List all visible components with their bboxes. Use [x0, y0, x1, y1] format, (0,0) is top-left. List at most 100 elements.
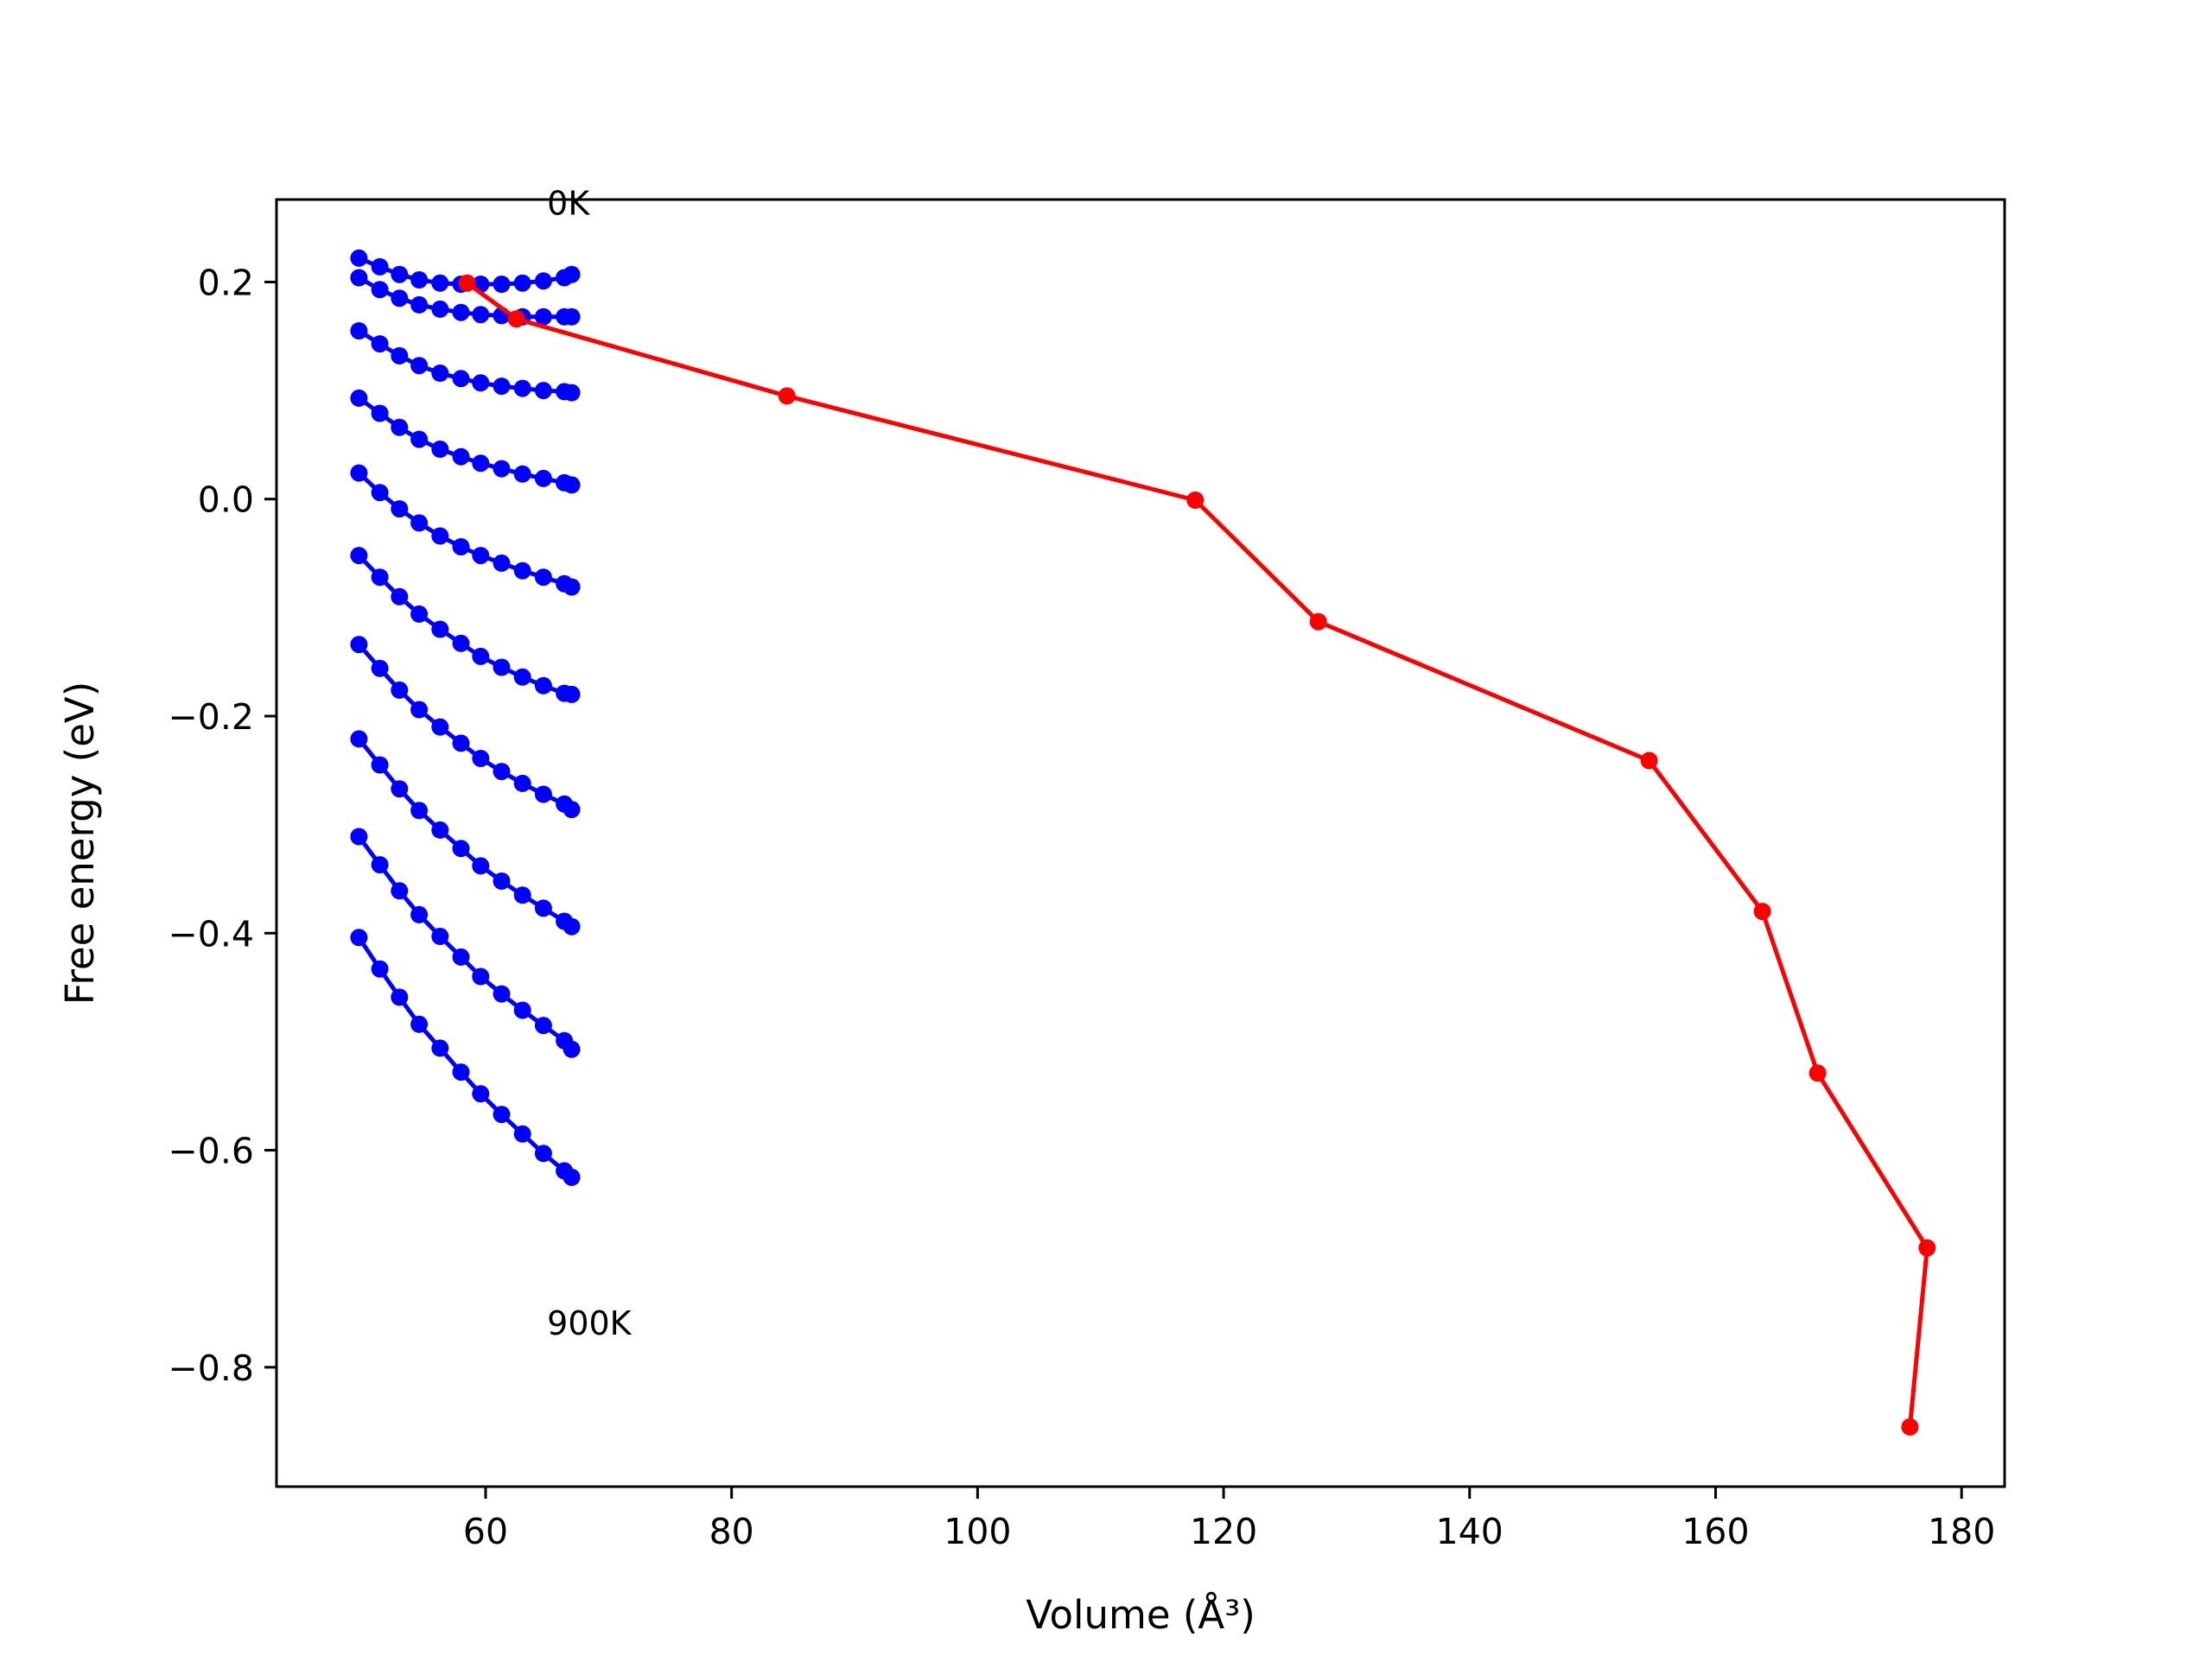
series-4-point: [431, 527, 449, 545]
series-1-point: [371, 281, 389, 299]
x-tick-label: 80: [709, 1511, 754, 1552]
series-10-point: [458, 274, 476, 292]
annotation-layer: 0K 900K: [547, 185, 632, 1343]
series-6-point: [391, 681, 409, 699]
series-7-point: [534, 899, 552, 917]
series-0-point: [410, 271, 429, 289]
series-1-point: [534, 308, 552, 326]
series-5-point: [493, 658, 511, 676]
series-0-point: [431, 274, 449, 292]
series-4-point: [472, 547, 490, 565]
series-2-point: [513, 379, 531, 397]
series-10-point: [1309, 612, 1327, 631]
series-10-point: [1753, 903, 1771, 921]
series-5-point: [431, 620, 449, 638]
series-9-point: [410, 1015, 429, 1033]
series-4-point: [452, 538, 470, 555]
series-2-point: [472, 374, 490, 392]
series-9-point: [513, 1125, 531, 1143]
series-10-point: [1901, 1418, 1919, 1436]
series-7-point: [563, 917, 581, 936]
series-7-point: [350, 730, 368, 748]
x-tick-label: 100: [944, 1511, 1011, 1552]
series-1-point: [563, 308, 581, 326]
series-2-point: [410, 357, 429, 375]
series-3-point: [534, 469, 552, 487]
series-7-point: [493, 872, 511, 890]
series-1-point: [391, 289, 409, 308]
y-tick-label: −0.4: [168, 913, 254, 955]
series-layer: [350, 249, 1936, 1436]
series-6-point: [350, 636, 368, 654]
series-8-point: [452, 948, 470, 966]
series-8-point: [431, 928, 449, 945]
series-2-point: [452, 370, 470, 388]
series-3-point: [371, 404, 389, 422]
series-6-point: [513, 774, 531, 792]
series-3-point: [410, 430, 429, 448]
series-5-point: [534, 676, 552, 695]
series-9-point: [391, 988, 409, 1006]
series-1-point: [472, 306, 490, 324]
series-0-point: [493, 276, 511, 293]
series-8-point: [391, 882, 409, 900]
series-4-point: [371, 484, 389, 502]
series-9-point: [371, 960, 389, 978]
series-8-point: [563, 1040, 581, 1058]
series-7-point: [391, 780, 409, 798]
x-axis-label: Volume (Å³): [1026, 1592, 1255, 1638]
series-8: [350, 828, 581, 1058]
series-8-point: [493, 985, 511, 1003]
series-9-point: [431, 1039, 449, 1057]
series-3-point: [513, 465, 531, 483]
series-6: [350, 636, 581, 819]
series-9-point: [472, 1085, 490, 1103]
series-7-point: [410, 802, 429, 820]
plot-frame: [275, 198, 2006, 1488]
series-3: [350, 389, 581, 494]
series-6-point: [410, 701, 429, 719]
y-tick-label: −0.2: [168, 696, 254, 738]
series-7-point: [431, 821, 449, 839]
series-7-point: [371, 756, 389, 774]
series-3-point: [493, 460, 511, 478]
series-7-point: [472, 857, 490, 875]
series-9-point: [534, 1145, 552, 1163]
series-8-point: [371, 856, 389, 874]
series-2-point: [431, 365, 449, 382]
series-2-point: [534, 382, 552, 400]
series-10-point: [1186, 492, 1205, 509]
series-5: [350, 547, 581, 703]
series-4-point: [534, 568, 552, 587]
series-0-point: [391, 265, 409, 283]
series-6-point: [431, 718, 449, 736]
series-3-point: [350, 389, 368, 407]
series-6-point: [493, 763, 511, 781]
series-3-point: [431, 441, 449, 458]
series-9-point: [350, 929, 368, 947]
series-2-point: [371, 335, 389, 353]
series-9-point: [452, 1063, 470, 1082]
series-1-point: [410, 295, 429, 314]
series-2-point: [493, 377, 511, 396]
series-3-point: [391, 418, 409, 436]
series-8-point: [350, 828, 368, 846]
series-8-point: [513, 1001, 531, 1019]
y-tick-label: −0.6: [168, 1131, 254, 1172]
x-tick-label: 180: [1928, 1511, 1995, 1552]
series-0-point: [563, 265, 581, 283]
series-8-point: [534, 1017, 552, 1035]
series-4: [350, 464, 581, 596]
x-tick-label: 120: [1190, 1511, 1257, 1552]
series-4-point: [563, 578, 581, 596]
series-3-point: [472, 454, 490, 473]
series-4-point: [493, 554, 511, 572]
series-5-point: [563, 685, 581, 703]
series-5-point: [371, 568, 389, 587]
series-10-point: [778, 387, 796, 405]
x-tick-label: 140: [1436, 1511, 1503, 1552]
y-tick-label: −0.8: [168, 1348, 254, 1389]
